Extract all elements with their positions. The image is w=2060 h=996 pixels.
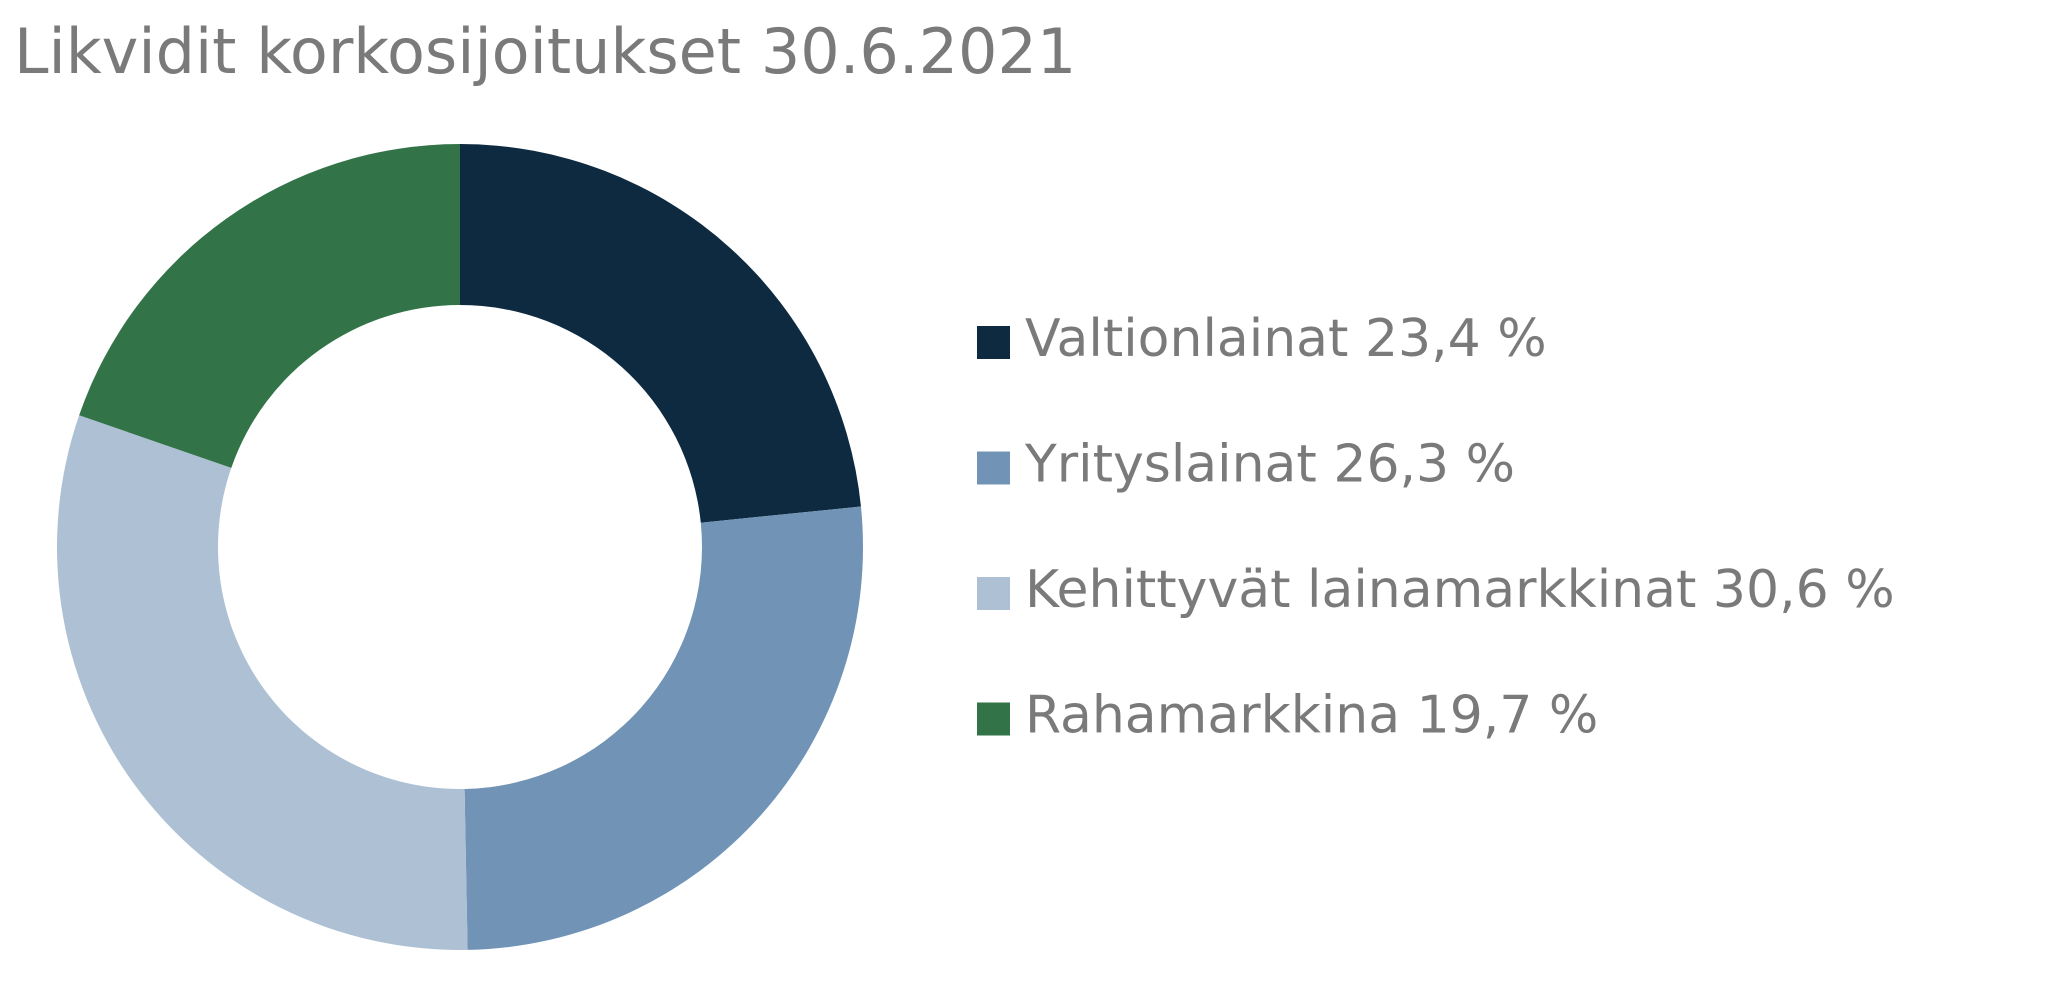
legend-label: Rahamarkkina 19,7 % bbox=[1025, 686, 1598, 746]
legend-value: 23,4 % bbox=[1365, 309, 1547, 369]
legend-value: 19,7 % bbox=[1417, 686, 1599, 746]
legend-swatch bbox=[977, 702, 1010, 736]
legend-category: Rahamarkkina bbox=[1025, 686, 1400, 746]
donut-segment bbox=[56, 415, 468, 950]
legend-label: Yrityslainat 26,3 % bbox=[1024, 435, 1515, 495]
legend-value: 26,3 % bbox=[1333, 435, 1515, 495]
legend-swatch bbox=[977, 451, 1010, 485]
legend-swatch bbox=[977, 326, 1010, 359]
donut-segment bbox=[460, 144, 861, 523]
legend-swatch bbox=[977, 577, 1010, 610]
legend-category: Yrityslainat bbox=[1024, 435, 1317, 495]
legend-label: Valtionlainat 23,4 % bbox=[1025, 309, 1547, 369]
legend-category: Valtionlainat bbox=[1025, 309, 1348, 369]
chart-title: Likvidit korkosijoitukset 30.6.2021 bbox=[14, 15, 1076, 88]
legend-category: Kehittyvät lainamarkkinat bbox=[1025, 560, 1696, 620]
legend-value: 30,6 % bbox=[1713, 560, 1895, 620]
donut-segment bbox=[464, 506, 863, 950]
legend-label: Kehittyvät lainamarkkinat 30,6 % bbox=[1025, 560, 1895, 620]
donut-segment bbox=[79, 144, 460, 468]
